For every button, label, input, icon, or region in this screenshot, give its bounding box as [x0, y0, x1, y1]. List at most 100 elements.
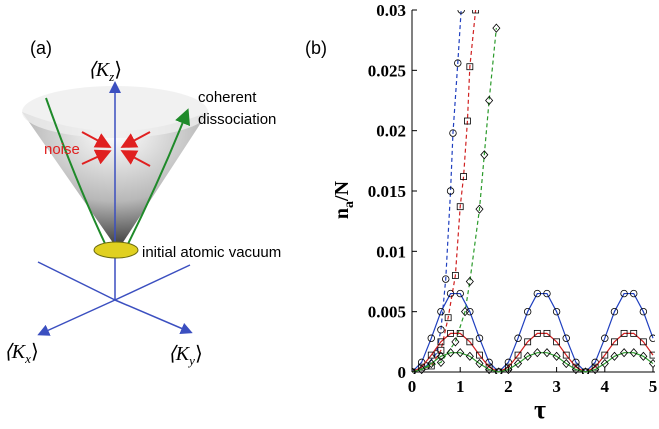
marker	[446, 348, 455, 358]
marker	[591, 364, 600, 374]
marker	[630, 289, 638, 298]
marker	[466, 307, 474, 316]
marker	[562, 351, 570, 359]
x-tick-label: 2	[504, 377, 513, 396]
marker	[466, 63, 474, 71]
marker	[456, 289, 464, 298]
marker	[514, 351, 522, 359]
marker	[475, 358, 484, 369]
marker	[466, 338, 474, 346]
coherent-label: dissociation	[198, 111, 276, 128]
marker	[533, 289, 542, 298]
noise-arrow	[81, 131, 112, 148]
panel-label: (a)	[30, 38, 52, 58]
marker	[514, 334, 522, 342]
series-line	[412, 352, 654, 373]
marker	[629, 348, 638, 358]
marker	[456, 348, 465, 358]
x-tick-label: 5	[649, 377, 658, 396]
x-tick-label: 4	[601, 377, 610, 396]
marker	[446, 187, 455, 195]
marker	[620, 348, 629, 358]
axis-line	[114, 264, 191, 301]
marker	[437, 326, 445, 334]
x-tick-label: 0	[408, 377, 417, 396]
marker	[533, 348, 542, 358]
marker	[601, 334, 609, 342]
marker	[601, 351, 609, 359]
marker	[524, 338, 532, 346]
marker	[457, 10, 465, 14]
marker	[542, 348, 551, 358]
marker	[475, 204, 484, 214]
series-line	[412, 10, 477, 373]
ky-label: ⟨Ky⟩	[168, 343, 203, 368]
marker	[562, 334, 570, 342]
marker	[451, 337, 460, 347]
marker	[460, 173, 467, 180]
marker	[504, 364, 513, 374]
marker	[485, 95, 494, 106]
marker	[437, 346, 445, 354]
marker	[649, 351, 655, 359]
marker	[639, 307, 648, 316]
marker	[523, 307, 532, 316]
marker	[417, 364, 426, 374]
marker	[610, 307, 619, 316]
marker	[533, 329, 541, 337]
marker	[472, 10, 480, 14]
series-line	[412, 332, 654, 373]
marker	[620, 329, 628, 337]
marker	[485, 364, 494, 374]
y-tick-label: 0.015	[368, 182, 406, 201]
panel-label: (b)	[305, 38, 327, 58]
marker	[523, 351, 532, 361]
marker	[447, 329, 454, 337]
marker	[630, 329, 638, 337]
marker	[571, 364, 580, 374]
panel-a: (a) noise coherent dissociation initial …	[4, 38, 281, 368]
y-tick-label: 0.02	[376, 122, 406, 141]
marker	[427, 358, 436, 369]
plot-area	[412, 10, 655, 374]
marker	[562, 358, 571, 369]
marker	[543, 289, 551, 298]
marker	[552, 351, 561, 361]
y-tick-label: 0.005	[368, 303, 406, 322]
marker	[639, 351, 648, 361]
marker	[475, 334, 484, 342]
y-tick-label: 0.03	[376, 1, 406, 20]
y-tick-label: 0.01	[376, 242, 406, 261]
y-axis-label: na/N	[331, 180, 357, 219]
marker	[620, 289, 628, 298]
marker	[437, 307, 445, 316]
noise-arrow	[81, 149, 112, 165]
marker	[446, 289, 455, 298]
trajectory	[124, 108, 191, 251]
trajectory	[45, 97, 109, 251]
marker	[456, 203, 464, 211]
marker	[465, 351, 474, 361]
marker	[649, 334, 655, 342]
marker	[552, 307, 561, 316]
marker	[492, 23, 501, 33]
marker	[449, 129, 457, 137]
x-axis-label: τ	[534, 395, 546, 424]
noise-arrow	[120, 131, 151, 148]
marker	[427, 351, 435, 359]
marker	[456, 329, 464, 337]
panel-b: (b) τ na/N 0 0.005 0.01 0.015 0.02 0.025 0.03 0…	[305, 1, 657, 424]
kx-axis	[37, 299, 116, 336]
marker	[460, 307, 470, 317]
vacuum-state	[93, 241, 139, 259]
y-tick-label: 0	[398, 363, 407, 382]
axis-line	[37, 261, 116, 301]
marker	[451, 272, 459, 279]
marker	[639, 338, 647, 346]
marker	[412, 367, 417, 374]
y-tick-label: 0.025	[368, 61, 406, 80]
x-tick-label: 3	[552, 377, 561, 396]
marker	[454, 59, 462, 67]
series-line	[412, 28, 497, 373]
